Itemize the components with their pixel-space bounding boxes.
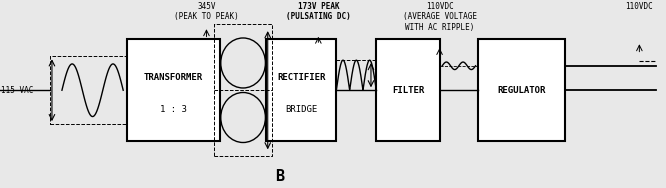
Bar: [266, 39, 336, 141]
Bar: [478, 39, 565, 141]
Text: TRANSFORMER: TRANSFORMER: [144, 73, 202, 82]
Text: 173V PEAK
(PULSATING DC): 173V PEAK (PULSATING DC): [286, 2, 351, 21]
Text: 115 VAC: 115 VAC: [1, 86, 34, 95]
Text: REGULATOR: REGULATOR: [498, 86, 545, 95]
Text: FILTER: FILTER: [392, 86, 424, 95]
Bar: [376, 39, 440, 141]
Text: 110VDC: 110VDC: [625, 2, 653, 11]
Text: BRIDGE: BRIDGE: [285, 105, 318, 114]
Bar: [127, 39, 220, 141]
Text: 1 : 3: 1 : 3: [160, 105, 186, 114]
Text: B: B: [275, 169, 284, 184]
Text: RECTIFIER: RECTIFIER: [277, 73, 326, 82]
Text: 345V
(PEAK TO PEAK): 345V (PEAK TO PEAK): [174, 2, 239, 21]
Text: 110VDC
(AVERAGE VOLTAGE
WITH AC RIPPLE): 110VDC (AVERAGE VOLTAGE WITH AC RIPPLE): [402, 2, 477, 32]
